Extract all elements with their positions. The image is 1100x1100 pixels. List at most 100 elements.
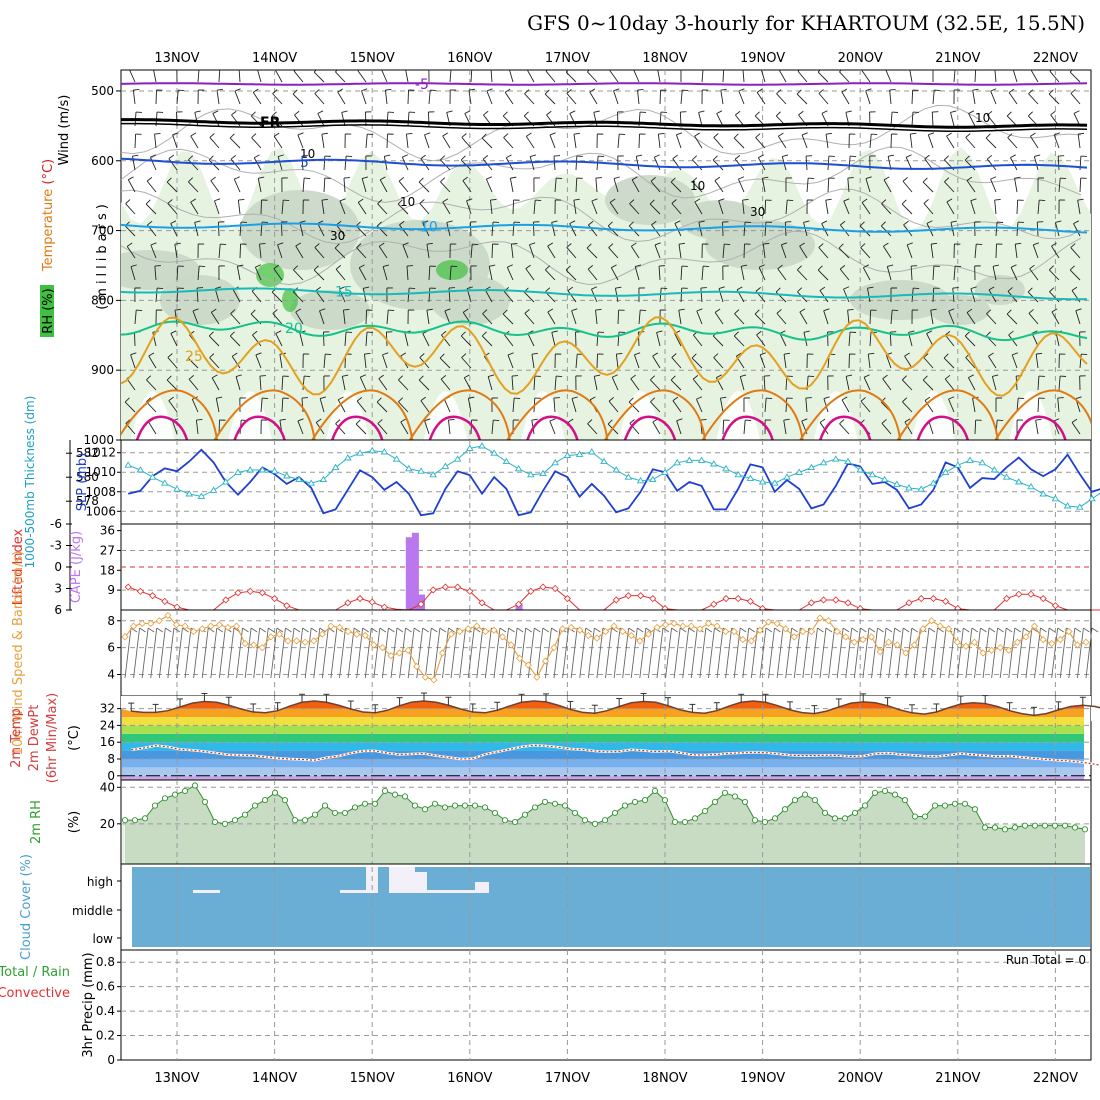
date-label-bottom: 18NOV [642,1071,687,1086]
li-point [1051,602,1059,610]
rh-contour [121,146,1082,203]
wind10m-point [970,638,979,646]
wind-barb [335,70,346,83]
wind10m-panel: 8 6 4 10m Wind Speed & Barbs (m/s) [11,551,1099,756]
li-point [283,602,291,610]
wind-barb [365,309,373,325]
date-label-bottom: 19NOV [740,1071,785,1086]
wind-barb [428,70,430,83]
wind-barb [529,242,536,259]
li-tick-label: 6 [54,603,62,617]
wind-barb [176,70,178,83]
wind-barb [235,374,242,391]
wind-barb [676,418,683,435]
wind-barb [638,309,647,325]
wind10m-barb [579,627,593,679]
wind-barb [1007,133,1018,149]
wind-barb [402,242,409,259]
wind-barb [170,220,178,237]
wind10m-point [1013,638,1021,646]
thickness-point [1051,494,1060,502]
wind-barb [740,264,748,281]
thickness-point [234,468,242,475]
rh2m-point [611,809,619,816]
wind-barb [134,287,141,303]
wind-barb [591,198,598,215]
temp-contour-35-arc [135,415,189,440]
rh2m-panel: 40 20 2m RH (%) [29,779,1092,865]
thickness-point [258,466,267,473]
slp-line [127,448,1100,517]
wind-barb [758,264,766,281]
thickness-point [527,470,535,478]
wind10m-point [121,633,129,641]
rh2m-point [191,782,199,789]
rh2m-point [771,815,779,822]
wind-barb [630,242,640,259]
li-point [356,594,364,603]
rh2m-point [441,804,449,811]
wind-barb [335,265,346,281]
wind-barb [635,154,643,171]
wind-barb [974,419,982,435]
wind10m-barb [244,627,258,679]
wind-barb [692,374,703,391]
wind10m-point [275,630,284,638]
thickness-slp-panel: 1012 1010 1008 1006 582 580 578 1000-500mb Thi… [23,396,1100,568]
date-label-bottom: 16NOV [447,1071,492,1086]
wind-barb [596,353,604,369]
rh-tick-label: 20 [100,817,115,831]
wind10m-point [198,625,206,633]
wind10m-label: 10m Wind Speed & Barbs (m/s) [11,551,26,756]
wind-barb [400,418,409,435]
rh2m-point [871,789,879,796]
wind10m-barb [656,627,670,679]
date-axis-top: 13NOV 14NOV 15NOV 16NOV 17NOV 18NOV 19NOV 20NOV… [154,51,1078,66]
wind10m-barb [673,627,687,679]
wind10m-point [327,622,335,630]
li-point [539,583,547,591]
wind-barb [575,177,583,193]
wind-barb [733,331,745,347]
wind-barb [167,199,178,215]
precip-tick-label: 0.4 [96,1004,115,1018]
wind-barb [974,243,983,259]
lifted-index-label: Lifted Index [11,528,26,605]
wind10m-barb [742,627,756,679]
rh2m-point [131,817,139,824]
rh2m-point [171,791,179,798]
wind-barb [657,70,661,83]
wind10m-point [833,627,841,636]
date-label-bottom: 21NOV [935,1071,980,1086]
wind10m-point [378,644,386,652]
wind10m-point [593,634,601,642]
slp-tick-label: 1006 [85,504,116,518]
thickness-point [441,462,450,469]
wind-barb [617,133,626,149]
wind-barb [533,375,541,391]
wind-barb [509,176,517,193]
thickness-point [612,466,620,473]
wind10m-point [893,641,901,649]
rh2m-point [1051,822,1059,829]
wind-barb [1070,243,1081,259]
wind-barb [260,419,268,435]
wind-barb [865,88,872,105]
wind-barb [763,375,771,391]
chart-title: GFS 0~10day 3-hourly for KHARTOUM (32.5E… [527,11,1085,35]
wind-barb [953,265,962,281]
wind-barb [272,89,283,105]
rh2m-point [991,824,999,831]
rh2m-point [571,809,579,816]
wind-barb [762,176,769,193]
cape-bar [405,537,413,610]
wind-barb [273,264,283,281]
wind-barb [883,176,892,193]
wind-barb [796,89,808,105]
wind-barb [254,264,262,281]
rh2m-point [1061,822,1069,829]
rh2m-point [331,809,339,816]
wind-barb [386,309,395,325]
li-point [746,597,754,605]
temp-contour-30-arc [311,389,414,440]
